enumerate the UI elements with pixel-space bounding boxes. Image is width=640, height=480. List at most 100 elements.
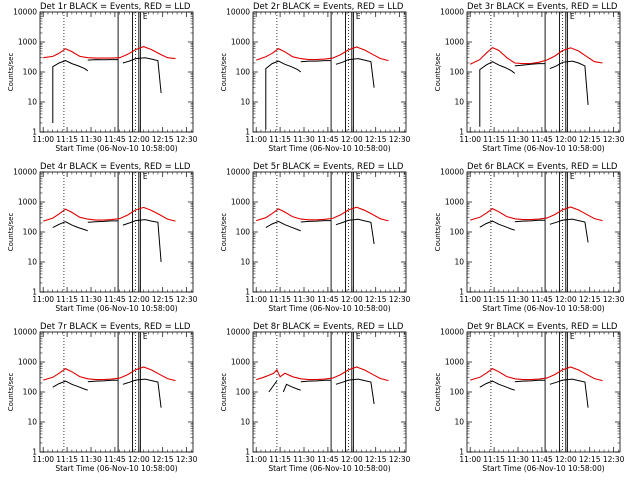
x-axis-label: Start Time (06-Nov-10 10:58:00) — [482, 304, 604, 313]
events-series-line — [514, 219, 546, 223]
chart-title: Det 3r BLACK = Events, RED = LLD — [467, 2, 618, 12]
x-tick-label: 12:15 — [365, 455, 387, 464]
y-tick-label: 10 — [454, 418, 464, 427]
y-axis-label: Counts/sec — [7, 373, 15, 412]
y-axis-label: Counts/sec — [220, 373, 228, 412]
chart-panel-5: Det 5r BLACK = Events, RED = LLD 1 10 100 10… — [220, 162, 411, 313]
x-axis-label: Start Time (06-Nov-10 10:58:00) — [268, 464, 390, 473]
events-series-line — [479, 380, 515, 391]
chart-title: Det 1r BLACK = Events, RED = LLD — [40, 2, 191, 12]
x-tick-label: 12:30 — [389, 455, 411, 464]
plot-frame — [39, 11, 194, 133]
x-tick-label: 11:00 — [32, 135, 54, 144]
x-tick-label: 11:45 — [531, 455, 553, 464]
x-tick-label: 11:15 — [56, 295, 78, 304]
y-tick-label: 10000 — [226, 168, 250, 177]
plot-frame — [466, 11, 621, 133]
x-axis-label: Start Time (06-Nov-10 10:58:00) — [55, 144, 177, 153]
events-series-line — [514, 63, 546, 67]
y-tick-label: 100 — [236, 68, 251, 77]
plot-frame — [252, 11, 407, 133]
plot-frame — [466, 171, 621, 293]
x-tick-label: 11:45 — [531, 135, 553, 144]
y-tick-label: 1 — [459, 448, 464, 457]
y-tick-label: 1000 — [445, 358, 464, 367]
y-tick-label: 1000 — [445, 38, 464, 47]
events-series-line — [300, 379, 332, 383]
y-tick-label: 10 — [240, 258, 250, 267]
events-series-line — [122, 57, 162, 94]
y-tick-label: 1 — [32, 128, 37, 137]
plot-frame — [466, 331, 621, 453]
y-tick-label: 1000 — [231, 38, 250, 47]
y-tick-label: 1000 — [231, 198, 250, 207]
x-tick-label: 11:45 — [104, 295, 126, 304]
events-series-line — [122, 378, 162, 408]
x-tick-label: 11:30 — [80, 455, 102, 464]
y-axis-label: Counts/sec — [434, 373, 442, 412]
events-series-line — [549, 218, 589, 243]
chart-panel-8: Det 8r BLACK = Events, RED = LLD 1 10 100 10… — [220, 322, 411, 473]
y-tick-label: 100 — [23, 388, 38, 397]
x-tick-label: 12:00 — [555, 455, 577, 464]
x-tick-label: 11:15 — [56, 135, 78, 144]
events-series-line — [479, 61, 516, 127]
x-tick-label: 11:15 — [483, 135, 505, 144]
y-tick-label: 100 — [236, 228, 251, 237]
x-tick-label: 11:00 — [245, 135, 267, 144]
events-series-line — [265, 60, 302, 130]
x-tick-label: 11:45 — [317, 455, 339, 464]
x-tick-label: 12:30 — [603, 455, 625, 464]
chart-panel-7: Det 7r BLACK = Events, RED = LLD 1 10 100 10… — [7, 322, 198, 473]
chart-title: Det 7r BLACK = Events, RED = LLD — [40, 322, 191, 332]
y-tick-label: 100 — [236, 388, 251, 397]
x-tick-label: 11:30 — [507, 135, 529, 144]
y-axis-label: Counts/sec — [434, 213, 442, 252]
x-tick-label: 11:30 — [293, 135, 315, 144]
x-tick-label: 12:00 — [555, 135, 577, 144]
x-tick-label: 12:15 — [579, 135, 601, 144]
x-axis-label: Start Time (06-Nov-10 10:58:00) — [482, 464, 604, 473]
y-tick-label: 1000 — [231, 358, 250, 367]
lld-series-line — [256, 46, 389, 62]
x-tick-label: 12:30 — [176, 295, 198, 304]
x-tick-label: 11:30 — [507, 455, 529, 464]
y-tick-label: 1000 — [18, 38, 37, 47]
y-axis-label: Counts/sec — [220, 53, 228, 92]
x-tick-label: 12:15 — [579, 455, 601, 464]
chart-panel-4: Det 4r BLACK = Events, RED = LLD 1 10 100 10… — [7, 162, 198, 313]
y-tick-label: 100 — [450, 68, 465, 77]
events-series-line — [87, 59, 119, 61]
y-tick-label: 10000 — [226, 8, 250, 17]
chart-title: Det 5r BLACK = Events, RED = LLD — [253, 162, 404, 172]
chart-title: Det 2r BLACK = Events, RED = LLD — [253, 2, 404, 12]
lld-series-line — [256, 366, 389, 382]
flag-label: E — [143, 332, 148, 341]
events-series-line — [549, 378, 589, 408]
y-tick-label: 10000 — [13, 168, 37, 177]
x-tick-label: 11:15 — [269, 135, 291, 144]
y-tick-label: 1 — [245, 288, 250, 297]
x-tick-label: 12:30 — [389, 135, 411, 144]
x-tick-label: 12:30 — [389, 295, 411, 304]
lld-series-line — [470, 366, 603, 382]
chart-title: Det 9r BLACK = Events, RED = LLD — [467, 322, 618, 332]
flag-label: E — [570, 172, 575, 181]
events-series-line — [122, 219, 162, 263]
events-series-line — [335, 378, 375, 404]
y-tick-label: 100 — [23, 68, 38, 77]
x-tick-label: 11:00 — [459, 135, 481, 144]
y-axis-label: Counts/sec — [434, 53, 442, 92]
y-tick-label: 1000 — [445, 198, 464, 207]
events-series-line — [87, 220, 119, 223]
chart-panel-6: Det 6r BLACK = Events, RED = LLD 1 10 100 10… — [434, 162, 625, 313]
x-tick-label: 12:00 — [128, 455, 150, 464]
x-tick-label: 11:15 — [483, 295, 505, 304]
x-axis-label: Start Time (06-Nov-10 10:58:00) — [482, 144, 604, 153]
y-tick-label: 100 — [450, 228, 465, 237]
flag-label: E — [570, 332, 575, 341]
events-series-line — [52, 380, 88, 391]
x-tick-label: 12:30 — [603, 295, 625, 304]
flag-label: E — [143, 172, 148, 181]
x-axis-label: Start Time (06-Nov-10 10:58:00) — [55, 304, 177, 313]
